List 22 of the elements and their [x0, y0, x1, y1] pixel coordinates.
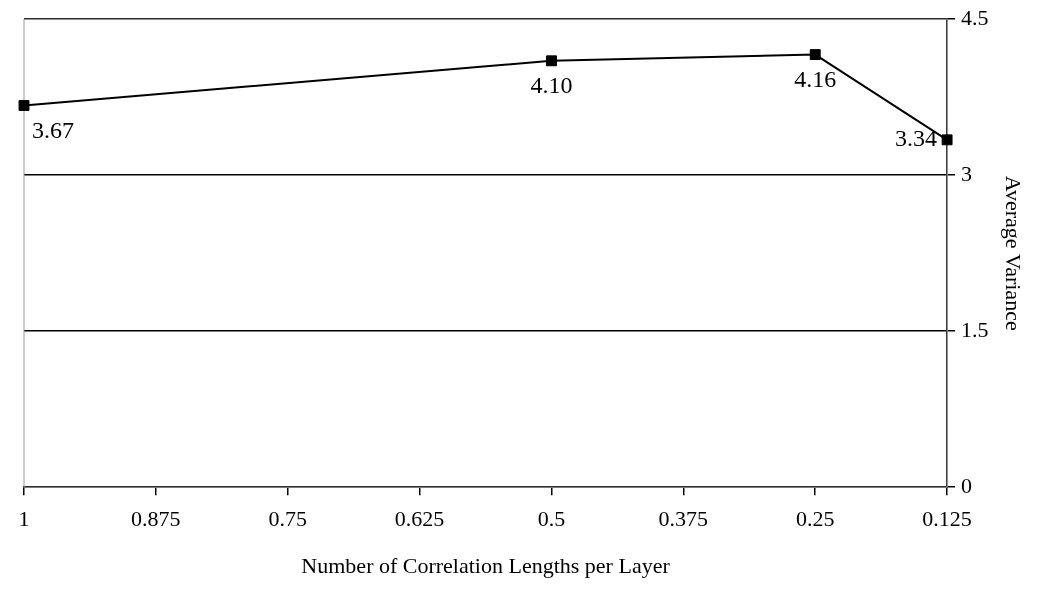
point	[809, 49, 821, 61]
y-tick-label: 0	[961, 472, 973, 498]
x-tick-label: 1	[18, 506, 30, 532]
y-tick-label: 3	[961, 160, 973, 186]
y-axis-title: Average Variance	[1001, 175, 1027, 331]
data-label: 4.16	[794, 65, 837, 92]
x-axis-title: Number of Correlation Lengths per Layer	[301, 552, 671, 578]
data-label: 3.67	[32, 116, 74, 143]
data-label: 4.10	[530, 72, 573, 99]
x-tick-label: 0.125	[922, 506, 972, 532]
y-tick-label: 1.5	[961, 316, 989, 342]
point	[18, 100, 30, 111]
x-tick-label: 0.25	[795, 506, 835, 532]
y-tick-label: 4.5	[961, 4, 989, 30]
x-tick-label: 0.75	[268, 506, 307, 532]
data-label: 3.34	[895, 125, 938, 152]
x-tick-label: 0.375	[658, 506, 709, 532]
x-tick-label: 0.5	[537, 506, 566, 532]
point	[941, 134, 953, 146]
x-tick-label: 0.875	[131, 506, 181, 532]
point	[546, 55, 557, 67]
x-tick-label: 0.625	[394, 506, 445, 532]
